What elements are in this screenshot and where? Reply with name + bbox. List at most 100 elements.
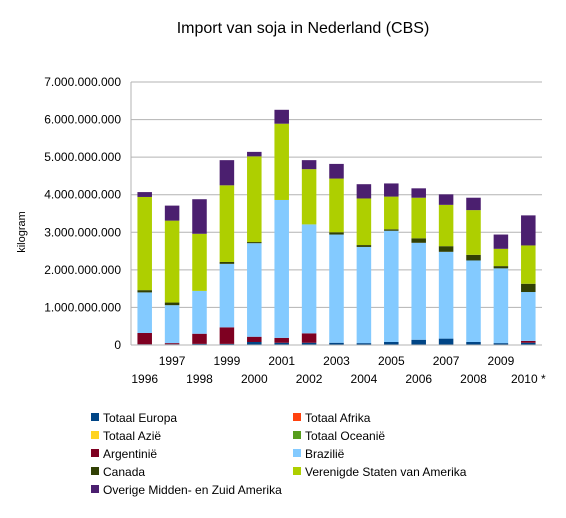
bar-segment xyxy=(356,343,372,345)
bar-segment xyxy=(493,266,509,269)
bar-segment xyxy=(219,343,235,345)
axes xyxy=(130,82,542,346)
y-tick-label: 6.000.000.000 xyxy=(44,113,121,127)
bar-segment xyxy=(438,338,454,345)
bar-segment xyxy=(301,342,317,345)
bar-segment xyxy=(356,246,372,344)
chart-title: Import van soja in Nederland (CBS) xyxy=(177,20,430,37)
bar-segment xyxy=(247,341,262,345)
bar-segment xyxy=(274,199,289,338)
legend-swatch xyxy=(293,449,301,457)
bar-segment xyxy=(192,333,207,344)
bar-segment xyxy=(384,229,399,231)
bar-segment xyxy=(466,254,481,261)
bar-segment xyxy=(219,160,235,186)
y-tick-label: 7.000.000.000 xyxy=(44,75,121,89)
bar-segment xyxy=(356,245,372,247)
legend-swatch xyxy=(293,467,301,475)
x-tick-label: 2003 xyxy=(323,354,350,368)
bar-segment xyxy=(301,333,317,343)
x-tick-label: 2005 xyxy=(378,354,405,368)
bar-segment xyxy=(137,332,152,345)
bar-segment xyxy=(247,151,262,157)
legend-entry: Totaal Afrika xyxy=(305,411,371,425)
y-axis-ticks: 0 1.000.000.000 2.000.000.000 3.000.000.000… xyxy=(44,75,121,352)
bar-segment xyxy=(466,260,481,342)
legend-entry: Canada xyxy=(103,465,145,479)
x-tick-label: 1997 xyxy=(159,354,186,368)
legend-swatch xyxy=(293,413,301,421)
legend-entry: Totaal Azië xyxy=(103,429,161,443)
bar-segment xyxy=(219,327,235,344)
y-tick-label: 0 xyxy=(114,338,121,352)
legend-swatch xyxy=(91,467,99,475)
bar-segment xyxy=(247,242,262,244)
x-tick-label: 2001 xyxy=(268,354,295,368)
legend-entry: Verenigde Staten van Amerika xyxy=(305,465,467,479)
bar-segment xyxy=(356,198,372,246)
x-tick-label: 2002 xyxy=(296,372,323,386)
bar-segment xyxy=(274,123,289,200)
bar-segment xyxy=(411,197,426,239)
bar-segment xyxy=(384,230,399,342)
bar-segment xyxy=(329,178,344,233)
y-tick-label: 2.000.000.000 xyxy=(44,263,121,277)
x-axis-ticks: 1996199719981999200020012002200320042005… xyxy=(131,354,546,386)
x-tick-label: 1996 xyxy=(131,372,158,386)
bar-segment xyxy=(274,109,289,124)
y-tick-label: 4.000.000.000 xyxy=(44,188,121,202)
bar-segment xyxy=(329,342,344,345)
legend: Totaal Europa Totaal Afrika Totaal Azië Tot… xyxy=(91,411,467,497)
bar-segment xyxy=(493,268,509,344)
bar-segment xyxy=(137,196,152,291)
x-tick-label: 2007 xyxy=(433,354,460,368)
bar-segment xyxy=(192,290,207,334)
bar-segment xyxy=(219,263,235,328)
bar-segment xyxy=(411,339,426,345)
bar-segment xyxy=(411,238,426,243)
bar-segment xyxy=(438,204,454,247)
bar-segment xyxy=(247,243,262,337)
x-tick-label: 2008 xyxy=(460,372,487,386)
legend-entry: Totaal Europa xyxy=(103,411,177,425)
bar-segment xyxy=(384,196,399,230)
bar-segment xyxy=(493,234,509,249)
bar-segment xyxy=(137,290,152,293)
bar-segment xyxy=(164,305,180,344)
bar-segment xyxy=(164,302,180,306)
y-tick-label: 3.000.000.000 xyxy=(44,225,121,239)
x-tick-label: 2006 xyxy=(405,372,432,386)
bar-segment xyxy=(219,261,235,264)
legend-swatch xyxy=(91,485,99,493)
bar-segment xyxy=(438,246,454,252)
bar-segment xyxy=(438,251,454,339)
bars xyxy=(137,109,536,345)
bar-segment xyxy=(493,248,509,267)
bar-segment xyxy=(164,220,180,303)
bar-segment xyxy=(164,205,180,221)
bar-segment xyxy=(438,194,454,205)
bar-segment xyxy=(521,283,536,293)
bar-segment xyxy=(301,169,317,225)
y-tick-label: 1.000.000.000 xyxy=(44,300,121,314)
bar-segment xyxy=(192,199,207,234)
bar-segment xyxy=(521,340,536,343)
bar-segment xyxy=(247,156,262,243)
bar-segment xyxy=(137,192,152,197)
x-tick-label: 2009 xyxy=(488,354,515,368)
legend-entry: Argentinië xyxy=(103,447,157,461)
legend-swatch xyxy=(293,431,301,439)
x-tick-label: 1999 xyxy=(214,354,241,368)
bar-segment xyxy=(192,343,207,345)
bar-segment xyxy=(466,197,481,211)
bar-segment xyxy=(521,342,536,345)
bar-segment xyxy=(521,215,536,246)
bar-segment xyxy=(137,292,152,333)
bar-segment xyxy=(192,233,207,291)
bar-segment xyxy=(411,188,426,198)
legend-swatch xyxy=(91,431,99,439)
bar-segment xyxy=(219,185,235,262)
bar-segment xyxy=(411,242,426,340)
y-axis-label: kilogram xyxy=(16,211,28,253)
